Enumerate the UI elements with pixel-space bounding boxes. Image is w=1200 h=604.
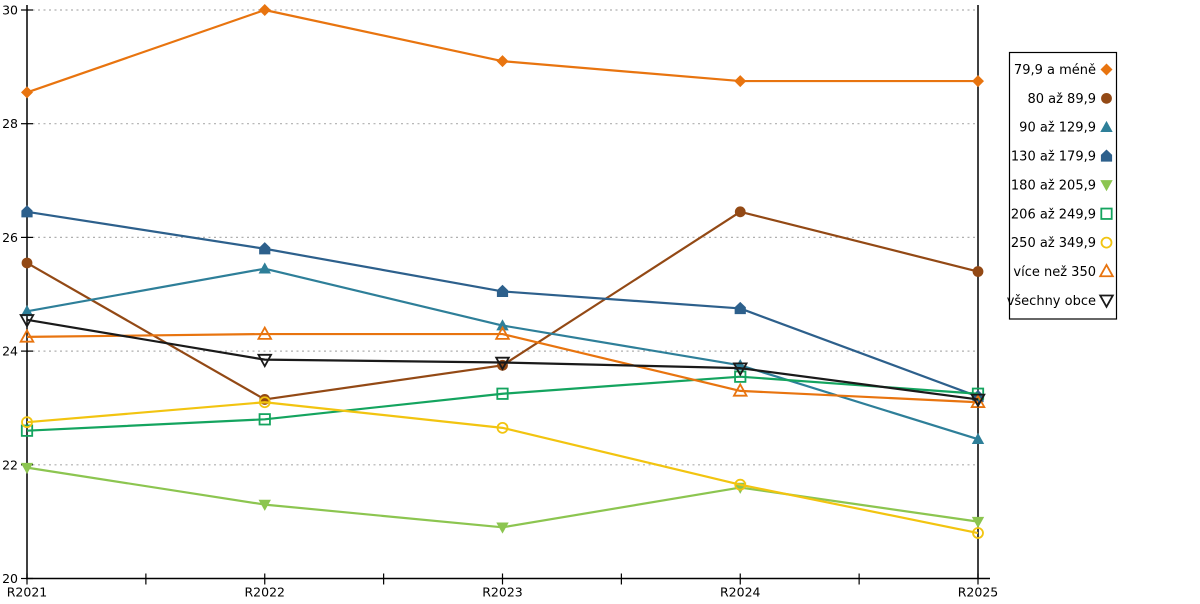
y-tick-label: 24 [2,344,18,359]
data-point-vsechny-obce-r2022 [256,353,273,368]
data-point-206-az-249-9-r2021 [20,424,34,437]
legend-label: všechny obce [1007,294,1096,309]
data-point-80-az-89-9-r2021 [21,257,33,269]
series-line-vsechny-obce [26,318,979,401]
data-point-vsechny-obce-r2021 [19,314,35,329]
y-tick-label: 28 [2,116,18,131]
data-point-250-az-349-9-r2024 [734,478,747,491]
legend-item-180-az-205-9: 180 až 205,9 [1011,178,1113,193]
legend-label: 206 až 249,9 [1011,207,1096,222]
data-point-180-az-205-9-r2025 [971,516,985,528]
series-80-az-89-9 [21,206,984,405]
legend-label: více než 350 [1013,265,1096,280]
data-point-79-9-a-mene-r2023 [496,55,509,68]
data-point-90-az-129-9-r2022 [258,262,271,274]
y-tick-label: 20 [2,571,18,586]
data-point-250-az-349-9-r2021 [21,416,33,429]
data-point-130-az-179-9-r2023 [496,284,509,298]
legend-item-vsechny-obce: všechny obce [1007,294,1115,309]
data-point-80-az-89-9-r2024 [734,206,746,218]
legend-marker-pentagon-filled-icon [1100,149,1113,162]
x-tick-label: R2023 [482,585,523,600]
series-line-250-az-349-9 [26,401,979,535]
legend-box [1008,51,1118,320]
legend-label: 130 až 179,9 [1011,150,1096,165]
data-point-vice-nez-350-r2023 [494,325,511,340]
legend-label: 80 až 89,9 [1027,92,1096,107]
legend-label: 180 až 205,9 [1011,178,1096,193]
data-point-90-az-129-9-r2023 [496,319,509,331]
data-point-206-az-249-9-r2023 [496,387,509,400]
y-tick-label: 26 [2,230,18,245]
legend-marker-circle-open-icon [1100,236,1113,249]
legend-item-250-az-349-9: 250 až 349,9 [1011,236,1113,251]
legend-item-80-az-89-9: 80 až 89,9 [1027,92,1112,107]
data-point-79-9-a-mene-r2021 [21,86,33,99]
series-line-79-9-a-mene [26,8,978,94]
legend-label: 79,9 a méně [1014,63,1096,78]
data-point-79-9-a-mene-r2025 [972,75,984,88]
legend-label: 250 až 349,9 [1011,236,1096,251]
data-point-250-az-349-9-r2023 [496,421,509,434]
y-tick-label: 30 [2,3,18,18]
legend-item-79-9-a-mene: 79,9 a méně [1014,63,1113,78]
legend-marker-square-open-icon [1100,207,1113,220]
data-point-130-az-179-9-r2024 [734,301,746,315]
data-point-vsechny-obce-r2023 [494,356,511,371]
legend-marker-triangle-up-open-icon [1098,263,1115,278]
x-tick-label: R2021 [7,585,48,600]
data-point-250-az-349-9-r2025 [972,527,984,539]
x-tick-label: R2022 [245,585,286,600]
data-point-79-9-a-mene-r2022 [258,4,271,16]
data-point-vsechny-obce-r2025 [970,393,986,408]
data-point-80-az-89-9-r2025 [972,266,984,277]
x-tick-label: R2024 [720,585,761,600]
data-point-130-az-179-9-r2021 [21,205,33,218]
y-tick-label: 22 [2,457,18,472]
data-point-250-az-349-9-r2022 [258,396,271,409]
series-vsechny-obce [19,314,986,408]
series-79-9-a-mene [21,4,984,99]
data-point-vice-nez-350-r2024 [732,382,749,397]
series-line-vice-nez-350 [26,332,979,404]
legend-marker-triangle-up-filled-icon [1100,120,1113,132]
data-point-206-az-249-9-r2022 [258,413,271,426]
data-point-206-az-249-9-r2024 [734,370,747,383]
series-250-az-349-9 [21,396,984,539]
series-line-80-az-89-9 [26,210,979,401]
legend-marker-circle-filled-icon [1101,92,1112,104]
legend-label: 90 až 129,9 [1019,121,1096,136]
legend-item-206-az-249-9: 206 až 249,9 [1011,207,1113,222]
data-point-vsechny-obce-r2024 [732,362,749,377]
series-line-180-az-205-9 [26,466,979,529]
legend-marker-diamond-filled-icon [1100,63,1113,76]
data-point-vice-nez-350-r2022 [256,325,273,340]
data-point-180-az-205-9-r2021 [20,462,34,474]
series-180-az-205-9 [20,462,985,534]
data-point-130-az-179-9-r2022 [259,242,271,255]
legend: 79,9 a méně 80 až 89,9 90 až 129,9 130 až 1… [1007,51,1118,320]
data-point-90-az-129-9-r2021 [20,305,34,317]
legend-item-130-az-179-9: 130 až 179,9 [1011,149,1113,165]
data-point-180-az-205-9-r2022 [258,499,271,511]
data-point-90-az-129-9-r2025 [971,432,985,445]
series-line-206-az-249-9 [26,375,979,432]
x-tick-label: R2025 [958,585,999,600]
data-point-vice-nez-350-r2021 [19,328,35,343]
legend-marker-triangle-down-filled-icon [1100,180,1113,192]
legend-item-90-az-129-9: 90 až 129,9 [1019,121,1113,136]
series-130-az-179-9 [21,205,984,403]
legend-item-vice-nez-350: více než 350 [1013,263,1115,280]
series-206-az-249-9 [20,370,985,437]
data-point-180-az-205-9-r2023 [496,522,509,534]
legend-marker-triangle-down-open-icon [1098,294,1115,309]
data-point-79-9-a-mene-r2024 [734,75,747,88]
